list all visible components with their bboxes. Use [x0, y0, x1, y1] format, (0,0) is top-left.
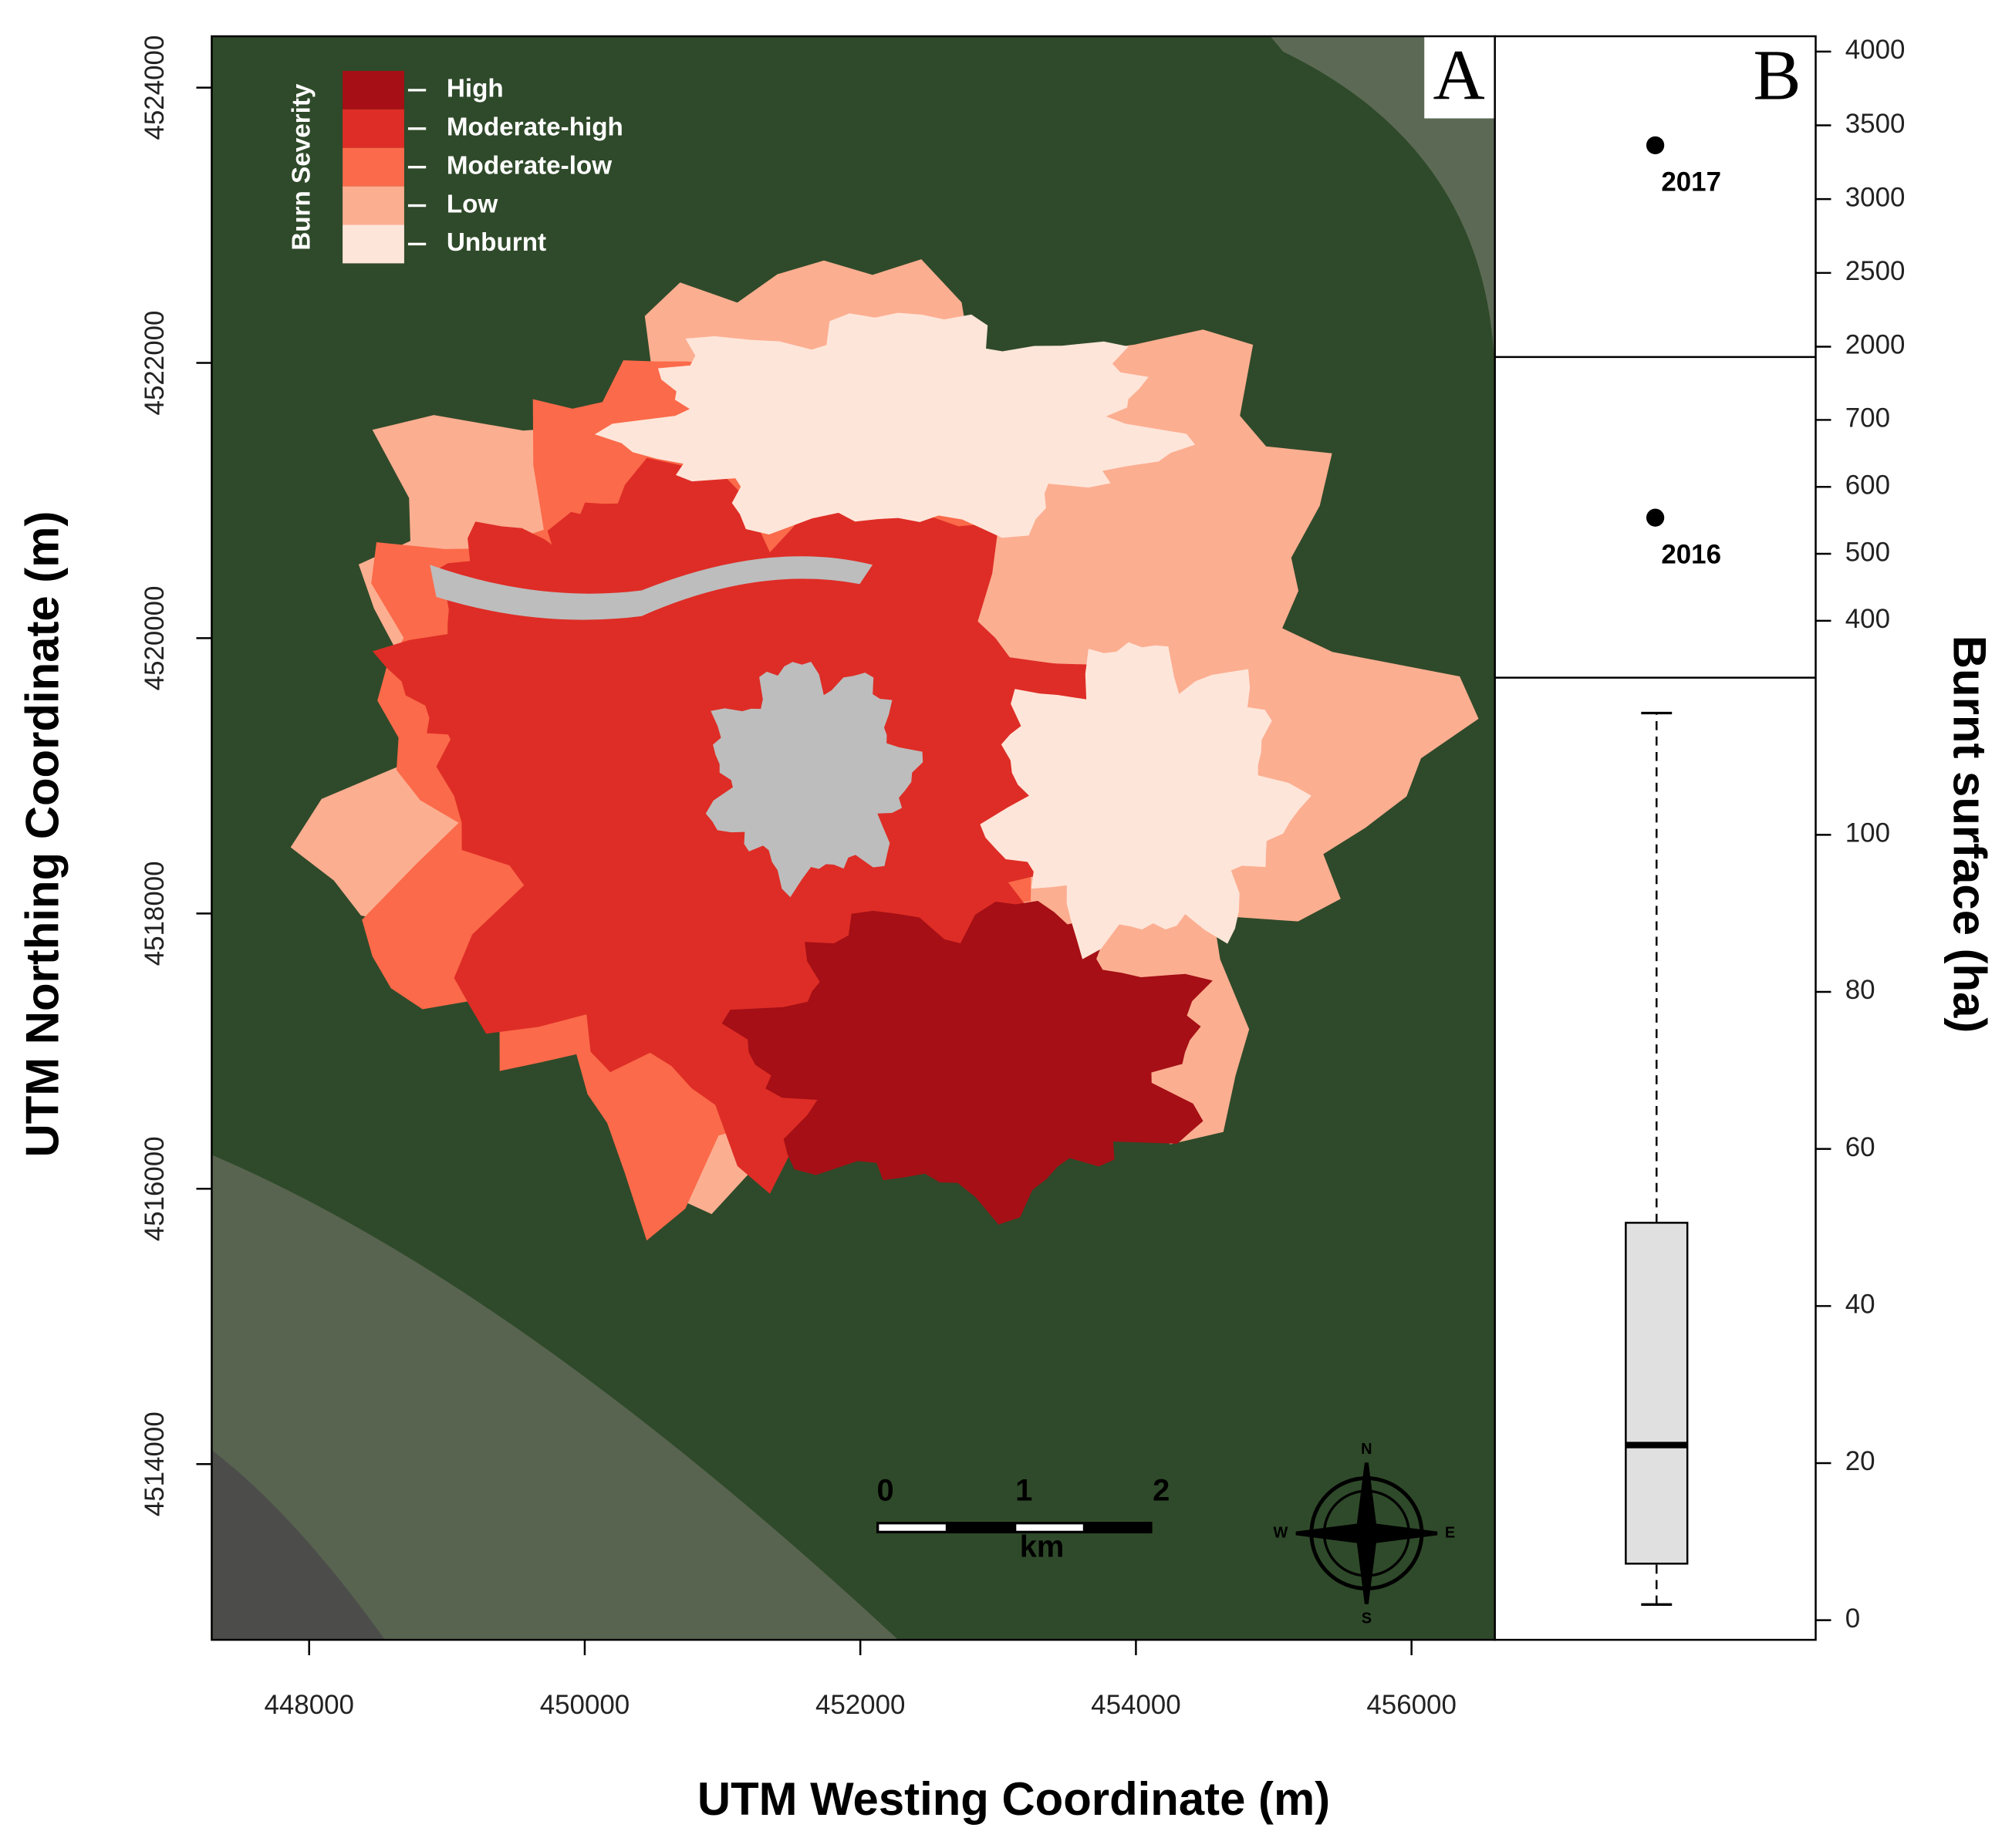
point-label: 2016: [1661, 539, 1721, 569]
urban-area: [211, 1155, 899, 1641]
b-tick-label: 60: [1845, 1132, 1875, 1162]
y-axis-title: UTM Northing Coordinate (m): [17, 511, 69, 1158]
x-tick-label: 450000: [540, 1690, 630, 1720]
legend-title: Burn Severity: [287, 83, 316, 251]
burn-zone: [594, 312, 1196, 538]
burn-zone: [705, 662, 923, 898]
x-tick-label: 456000: [1366, 1690, 1456, 1720]
x-tick-label: 448000: [264, 1690, 353, 1720]
burn-zone: [980, 642, 1312, 959]
burn-zone: [721, 901, 1213, 1225]
b-tick-label: 100: [1845, 818, 1890, 848]
b-tick-label: 600: [1845, 470, 1890, 500]
legend-label: High: [447, 75, 504, 103]
scale-label: 0: [877, 1473, 894, 1507]
urban-area: [1270, 36, 1495, 386]
b-tick-label: 500: [1845, 537, 1890, 567]
y-tick-label: 4520000: [140, 585, 170, 690]
b-tick-label: 3500: [1845, 109, 1906, 139]
box: [1625, 1222, 1689, 1565]
b-tick-label: 2000: [1845, 330, 1906, 360]
scale-label: 2: [1153, 1473, 1170, 1507]
b-tick-label: 20: [1845, 1446, 1875, 1476]
compass-label: W: [1274, 1524, 1288, 1541]
b-tick-label: 0: [1845, 1604, 1860, 1634]
b-tick-label: 2500: [1845, 256, 1906, 286]
x-axis-title: UTM Westing Coordinate (m): [697, 1773, 1330, 1825]
b-tick-label: 400: [1845, 604, 1890, 634]
legend-swatch: [343, 147, 404, 187]
year-point: [1646, 136, 1665, 155]
compass-label: N: [1361, 1441, 1372, 1458]
b-tick-label: 4000: [1845, 35, 1906, 65]
scale-label: 1: [1015, 1473, 1032, 1507]
panel-label: A: [1433, 35, 1484, 115]
compass-label: S: [1362, 1610, 1372, 1627]
y-tick-label: 4514000: [140, 1411, 170, 1516]
legend-swatch: [343, 109, 404, 148]
legend-swatch: [343, 224, 404, 264]
panel-label: B: [1754, 35, 1801, 115]
b-tick-label: 40: [1845, 1290, 1875, 1320]
legend-label: Moderate-high: [447, 113, 623, 142]
y-tick-label: 4522000: [140, 311, 170, 416]
point-label: 2017: [1661, 167, 1721, 197]
y-tick-label: 4516000: [140, 1136, 170, 1241]
burn-area: [290, 259, 1479, 1241]
panel-label-box: [1424, 36, 1495, 119]
b-tick-label: 700: [1845, 403, 1890, 433]
scale-bar: [876, 1522, 1153, 1534]
legend-label: Unburnt: [447, 228, 546, 257]
scale-unit: km: [1020, 1530, 1065, 1564]
compass-label: E: [1445, 1524, 1455, 1541]
x-tick-label: 454000: [1091, 1690, 1180, 1720]
legend-label: Low: [447, 190, 498, 218]
b-tick-label: 3000: [1845, 182, 1906, 212]
compass: [1295, 1462, 1438, 1604]
legend-swatch: [343, 70, 404, 110]
y-tick-label: 4524000: [140, 35, 170, 140]
legend-label: Moderate-low: [447, 151, 612, 180]
y-tick-label: 4518000: [140, 861, 170, 966]
legend-swatch: [343, 186, 404, 225]
crater-rim: [430, 556, 873, 620]
b-axis-title: Burnt surface (ha): [1943, 636, 1995, 1034]
year-point: [1646, 508, 1665, 527]
x-tick-label: 452000: [815, 1690, 905, 1720]
b-tick-label: 80: [1845, 975, 1875, 1005]
